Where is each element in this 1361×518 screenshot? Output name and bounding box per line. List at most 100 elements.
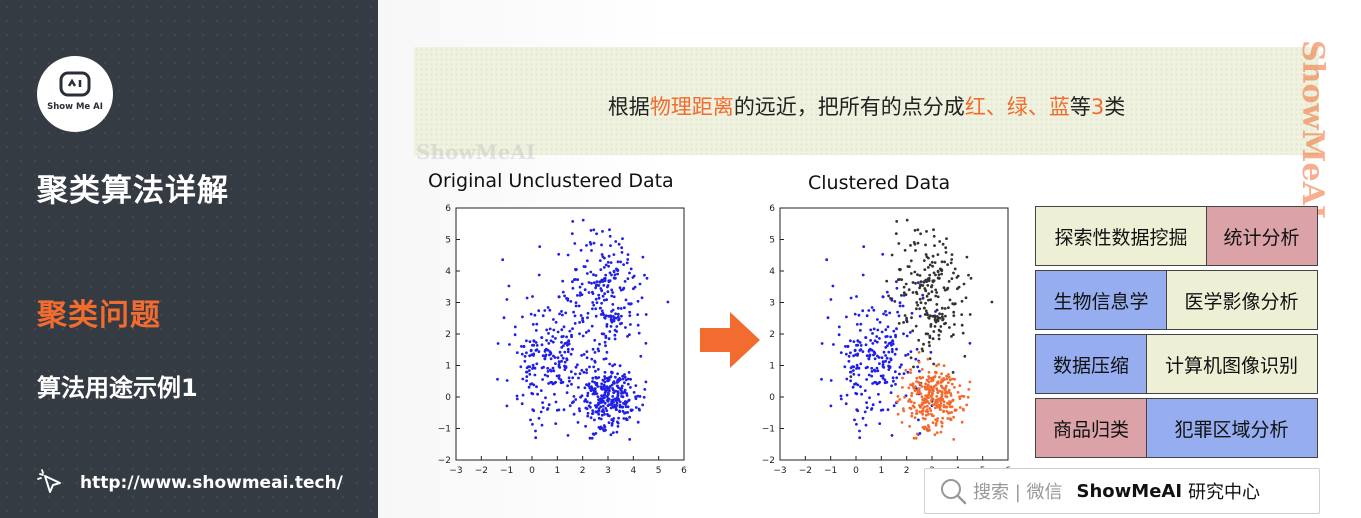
scatter-point bbox=[604, 357, 608, 360]
scatter-point bbox=[595, 405, 598, 409]
scatter-point bbox=[564, 311, 568, 315]
scatter-point bbox=[592, 281, 596, 285]
scatter-point bbox=[634, 395, 637, 399]
scatter-point bbox=[855, 295, 858, 298]
scatter-point bbox=[940, 420, 943, 424]
scatter-point bbox=[627, 398, 631, 402]
scatter-point bbox=[896, 310, 899, 314]
scatter-point bbox=[591, 307, 594, 311]
scatter-point bbox=[957, 285, 961, 289]
scatter-point bbox=[885, 335, 889, 338]
scatter-point bbox=[855, 422, 858, 426]
scatter-point bbox=[576, 363, 579, 367]
scatter-point bbox=[622, 286, 626, 290]
scatter-point bbox=[916, 241, 920, 245]
scatter-point bbox=[606, 376, 609, 380]
scatter-point bbox=[895, 286, 899, 290]
scatter-point bbox=[636, 394, 640, 398]
scatter-point bbox=[904, 368, 908, 372]
scatter-point bbox=[541, 401, 544, 404]
scatter-point bbox=[597, 412, 601, 416]
scatter-point bbox=[552, 318, 555, 321]
scatter-point bbox=[926, 357, 930, 361]
scatter-point bbox=[916, 303, 920, 307]
scatter-point bbox=[925, 311, 929, 315]
scatter-point bbox=[927, 387, 930, 391]
scatter-point bbox=[614, 408, 618, 411]
x-tick-label: −1 bbox=[500, 466, 513, 476]
scatter-point bbox=[906, 370, 910, 374]
scatter-point bbox=[501, 258, 505, 262]
scatter-point bbox=[622, 417, 626, 420]
scatter-point bbox=[960, 313, 964, 316]
scatter-point bbox=[604, 390, 608, 393]
scatter-point bbox=[912, 401, 916, 405]
scatter-point bbox=[856, 343, 860, 347]
scatter-point bbox=[908, 331, 912, 334]
scatter-point bbox=[617, 318, 620, 322]
scatter-point bbox=[938, 312, 941, 316]
scatter-point bbox=[963, 354, 967, 358]
scatter-point bbox=[910, 411, 914, 415]
scatter-point bbox=[891, 376, 895, 380]
scatter-point bbox=[603, 396, 606, 400]
scatter-point bbox=[962, 282, 966, 286]
scatter-point bbox=[626, 411, 630, 414]
scatter-point bbox=[885, 313, 888, 317]
scatter-point bbox=[897, 242, 901, 245]
scatter-point bbox=[596, 385, 600, 388]
scatter-point bbox=[870, 370, 874, 373]
scatter-point bbox=[924, 387, 928, 391]
scatter-point bbox=[864, 366, 868, 370]
scatter-point bbox=[618, 286, 622, 290]
scatter-point bbox=[950, 411, 954, 414]
scatter-point bbox=[521, 315, 524, 319]
scatter-point bbox=[566, 434, 570, 437]
scatter-point bbox=[890, 343, 893, 347]
scatter-point bbox=[609, 325, 613, 328]
scatter-point bbox=[928, 357, 932, 360]
y-tick-label: 5 bbox=[445, 236, 451, 246]
website-url[interactable]: http://www.showmeai.tech/ bbox=[80, 473, 343, 493]
x-tick-label: 1 bbox=[878, 466, 884, 476]
scatter-point bbox=[554, 422, 558, 425]
scatter-point bbox=[853, 312, 857, 316]
scatter-point bbox=[913, 270, 917, 274]
scatter-point bbox=[925, 378, 929, 382]
scatter-point bbox=[867, 373, 871, 377]
scatter-point bbox=[952, 333, 955, 336]
scatter-point bbox=[947, 388, 951, 392]
scatter-point bbox=[619, 405, 623, 409]
scatter-point bbox=[854, 353, 858, 357]
scatter-point bbox=[612, 295, 616, 299]
scatter-point bbox=[853, 349, 857, 353]
scatter-point bbox=[927, 401, 931, 405]
scatter-point bbox=[895, 280, 898, 284]
scatter-point bbox=[874, 380, 877, 384]
scatter-point bbox=[898, 268, 902, 272]
scatter-point bbox=[602, 410, 606, 413]
scatter-point bbox=[921, 284, 925, 287]
scatter-point bbox=[952, 310, 956, 314]
scatter-point bbox=[515, 351, 519, 354]
scatter-point bbox=[560, 354, 563, 357]
scatter-point bbox=[905, 334, 909, 338]
scatter-point bbox=[918, 314, 922, 318]
showmeai-logo[interactable]: Show Me AI bbox=[37, 56, 113, 132]
scatter-point bbox=[594, 274, 598, 277]
scatter-point bbox=[602, 357, 606, 361]
scatter-point bbox=[638, 395, 642, 398]
website-link[interactable]: http://www.showmeai.tech/ bbox=[36, 468, 343, 498]
scatter-point bbox=[594, 369, 597, 373]
scatter-point bbox=[912, 365, 915, 369]
scatter-point bbox=[530, 353, 534, 357]
scatter-point bbox=[540, 343, 544, 347]
scatter-point bbox=[610, 422, 614, 425]
scatter-point bbox=[531, 367, 534, 370]
scatter-point bbox=[860, 392, 863, 396]
scatter-point bbox=[580, 293, 584, 296]
scatter-point bbox=[585, 371, 588, 374]
scatter-point bbox=[581, 218, 585, 222]
scatter-point bbox=[869, 328, 873, 332]
